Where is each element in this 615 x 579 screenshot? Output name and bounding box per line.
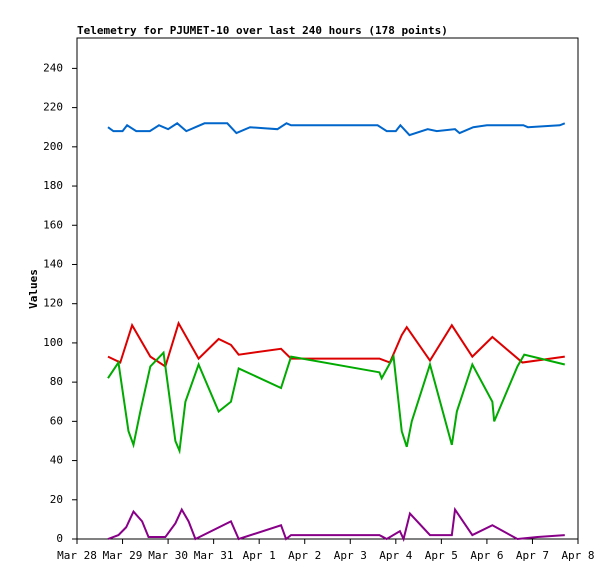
y-tick-label: 220 xyxy=(43,101,63,114)
y-tick-label: 180 xyxy=(43,179,63,192)
y-tick-label: 140 xyxy=(43,257,63,270)
x-tick-label: Apr 3 xyxy=(334,549,367,562)
y-tick-label: 40 xyxy=(50,454,63,467)
x-tick-label: Mar 30 xyxy=(148,549,188,562)
x-tick-label: Mar 28 xyxy=(57,549,97,562)
y-tick-label: 0 xyxy=(56,532,63,545)
y-tick-label: 80 xyxy=(50,375,63,388)
series-line xyxy=(107,350,566,455)
series-line xyxy=(107,122,566,137)
y-tick-label: 200 xyxy=(43,140,63,153)
y-tick-label: 160 xyxy=(43,218,63,231)
plot-frame xyxy=(76,37,579,540)
chart-title: Telemetry for PJUMET-10 over last 240 ho… xyxy=(77,24,448,37)
x-tick-label: Apr 8 xyxy=(561,549,594,562)
y-tick-label: 240 xyxy=(43,61,63,74)
x-tick-label: Mar 31 xyxy=(194,549,234,562)
x-tick-label: Mar 29 xyxy=(103,549,143,562)
y-tick-label: 100 xyxy=(43,336,63,349)
y-tick-label: 20 xyxy=(50,493,63,506)
x-tick-label: Apr 5 xyxy=(425,549,458,562)
y-tick-label: 60 xyxy=(50,414,63,427)
x-tick-label: Apr 7 xyxy=(516,549,549,562)
series-line xyxy=(107,320,565,369)
y-tick-label: 120 xyxy=(43,297,63,310)
x-tick-label: Apr 2 xyxy=(288,549,321,562)
y-axis-label: Values xyxy=(27,269,40,309)
x-tick-label: Apr 4 xyxy=(379,549,412,562)
x-tick-label: Apr 1 xyxy=(243,549,276,562)
series-line xyxy=(107,506,565,542)
x-tick-label: Apr 6 xyxy=(470,549,503,562)
